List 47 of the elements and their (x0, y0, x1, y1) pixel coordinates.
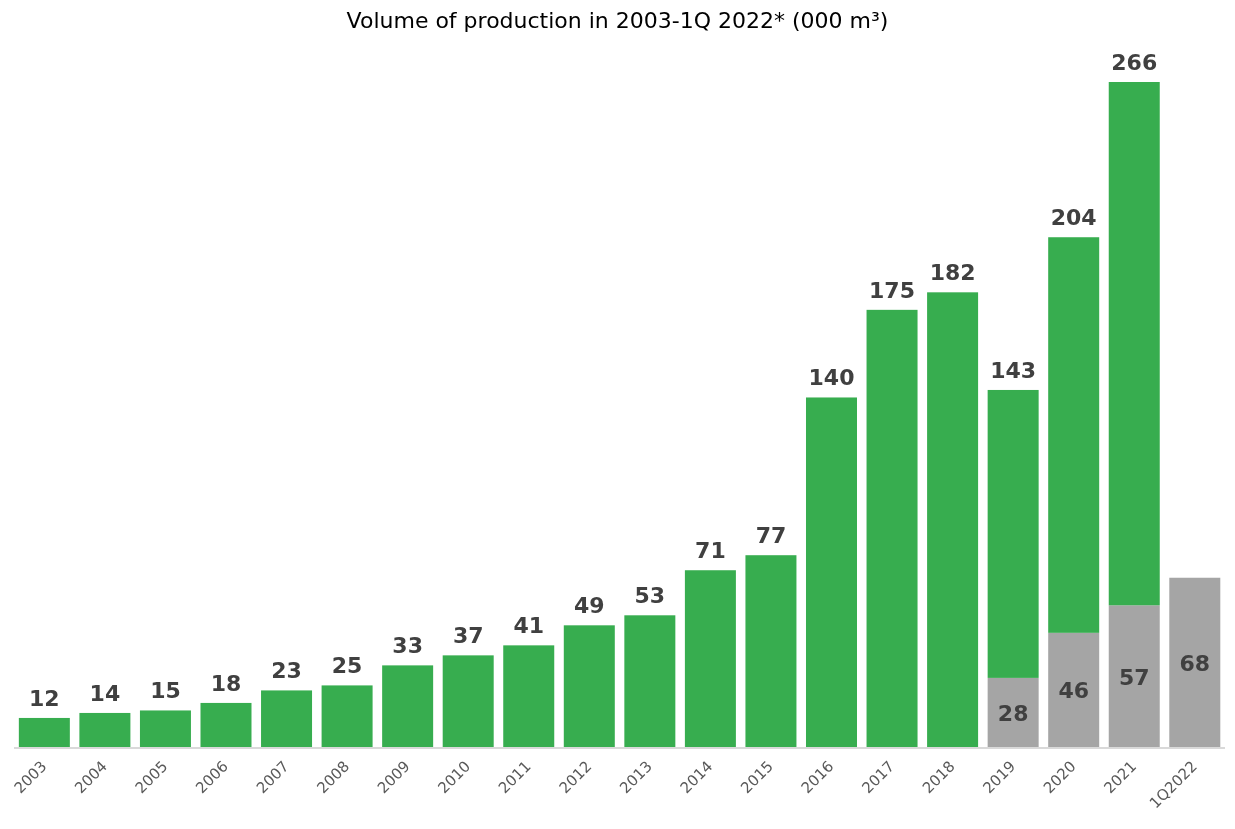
total-label: 204 (1050, 205, 1097, 231)
bar (1048, 632, 1100, 748)
bar (139, 710, 191, 748)
data-label: 14 (89, 680, 121, 706)
chart-title: Volume of production in 2003-1Q 2022* (000 m³) (345, 8, 890, 35)
data-label: 15 (150, 678, 181, 704)
data-label: 25 (331, 653, 363, 679)
data-label: 23 (271, 658, 302, 684)
bar (321, 685, 373, 748)
bar (563, 625, 615, 748)
bar (987, 677, 1039, 748)
data-label: 33 (392, 633, 423, 659)
data-label: 140 (808, 365, 855, 391)
bar (1108, 605, 1160, 748)
data-label: 37 (452, 623, 484, 649)
data-label: 68 (1179, 650, 1211, 676)
bar (1048, 237, 1100, 633)
bar (745, 555, 797, 748)
data-label: 46 (1058, 678, 1090, 704)
total-label: 143 (990, 357, 1037, 383)
bar (261, 690, 313, 748)
bar (200, 702, 252, 748)
data-label: 77 (755, 523, 787, 549)
data-label: 49 (573, 593, 605, 619)
data-label: 53 (634, 583, 666, 609)
data-label: 12 (29, 685, 60, 711)
bar (382, 665, 434, 748)
bar (624, 615, 676, 748)
bar (927, 292, 979, 748)
data-label: 57 (1118, 664, 1150, 690)
data-label: 175 (869, 277, 916, 303)
bar (79, 712, 131, 748)
bar (503, 645, 555, 748)
data-label: 71 (695, 538, 726, 564)
data-label: 41 (513, 613, 545, 639)
data-label: 18 (210, 670, 242, 696)
bar (987, 389, 1039, 678)
bar (684, 570, 736, 748)
bar (866, 309, 918, 748)
bar (805, 397, 857, 748)
bar (442, 655, 494, 748)
total-label: 266 (1111, 50, 1158, 75)
bar (1169, 577, 1221, 748)
bar (1108, 82, 1160, 606)
data-label: 28 (997, 700, 1029, 726)
data-label: 182 (929, 260, 976, 286)
bar (18, 717, 70, 748)
